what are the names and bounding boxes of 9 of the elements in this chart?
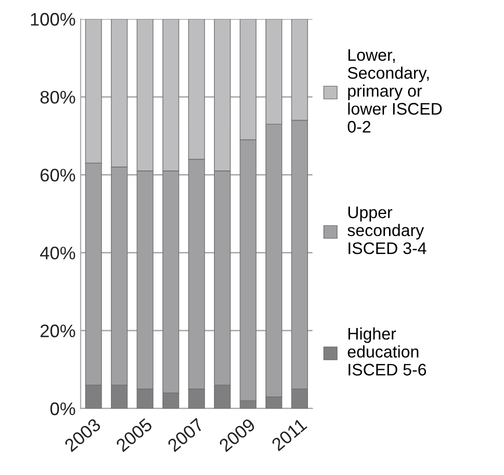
legend-label: Higher education ISCED 5-6	[348, 327, 426, 376]
y-tick-label: 100%	[30, 12, 76, 26]
y-tick-label: 0%	[50, 402, 76, 416]
y-tick-label: 60%	[40, 168, 76, 182]
y-tick-label: 80%	[40, 90, 76, 104]
y-tick-label: 40%	[40, 246, 76, 260]
legend-label: Upper secondary ISCED 3-4	[348, 206, 426, 254]
y-tick-label: 20%	[40, 324, 76, 338]
legend-label: Lower, Secondary, primary or lower ISCED 0-2	[348, 49, 442, 133]
